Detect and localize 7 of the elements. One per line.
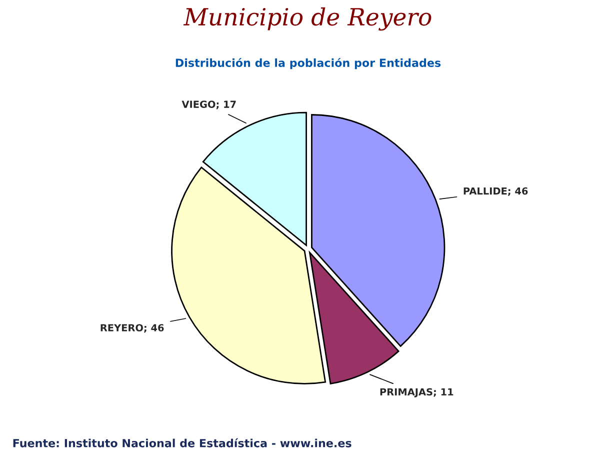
slice-label: PALLIDE; 46: [464, 187, 528, 196]
slice-label: REYERO; 46: [100, 324, 164, 333]
slice-label: VIEGO; 17: [182, 100, 236, 110]
chart-subtitle: Distribución de la población por Entidades: [176, 58, 441, 70]
slice-label: PRIMAJAS; 11: [380, 388, 454, 398]
source-note: Fuente: Instituto Nacional de Estadística - www.ine.es: [13, 438, 352, 448]
chart-title: Municipio de Reyero: [183, 7, 432, 31]
